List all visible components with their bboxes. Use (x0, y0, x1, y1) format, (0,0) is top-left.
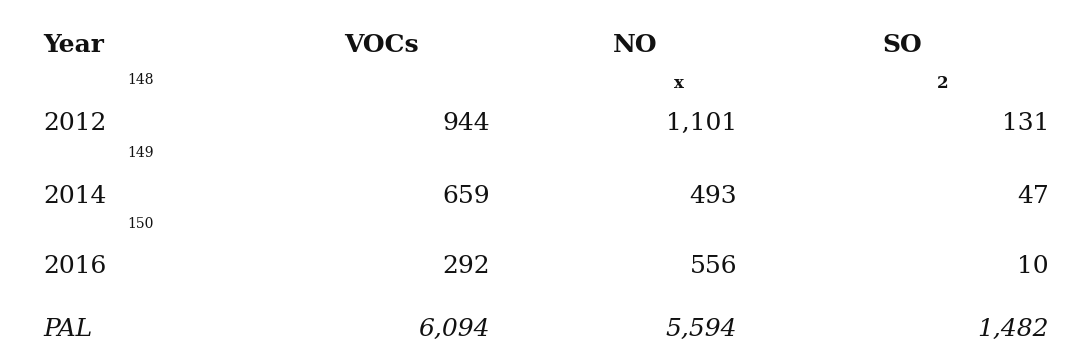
Text: 150: 150 (127, 217, 154, 231)
Text: x: x (675, 75, 684, 91)
Text: 1,101: 1,101 (666, 112, 737, 134)
Text: SO: SO (882, 34, 922, 57)
Text: 659: 659 (442, 185, 490, 208)
Text: 149: 149 (127, 147, 154, 161)
Text: 2014: 2014 (43, 185, 107, 208)
Text: 556: 556 (690, 255, 737, 278)
Text: 292: 292 (442, 255, 490, 278)
Text: 6,094: 6,094 (419, 318, 490, 341)
Text: 47: 47 (1017, 185, 1049, 208)
Text: Year: Year (43, 34, 104, 57)
Text: 2: 2 (937, 75, 948, 91)
Text: PAL: PAL (43, 318, 93, 341)
Text: 944: 944 (442, 112, 490, 134)
Text: 493: 493 (690, 185, 737, 208)
Text: 1,482: 1,482 (978, 318, 1049, 341)
Text: 131: 131 (1002, 112, 1049, 134)
Text: 148: 148 (127, 73, 154, 87)
Text: 10: 10 (1018, 255, 1049, 278)
Text: NO: NO (613, 34, 657, 57)
Text: 2012: 2012 (43, 112, 107, 134)
Text: 2016: 2016 (43, 255, 107, 278)
Text: 5,594: 5,594 (666, 318, 737, 341)
Text: VOCs: VOCs (344, 34, 419, 57)
